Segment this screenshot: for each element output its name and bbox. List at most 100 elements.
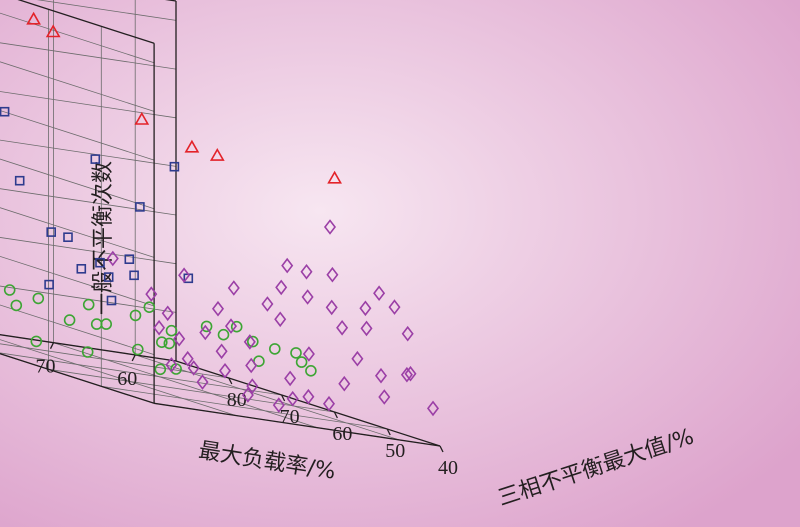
square-marker xyxy=(129,270,139,281)
diamond-marker xyxy=(178,267,191,284)
diamond-marker xyxy=(401,325,414,342)
wall-grid-line xyxy=(0,304,155,355)
y-axis-ticks: 90807060 xyxy=(36,342,137,390)
circle-marker xyxy=(63,314,76,326)
diamond-marker xyxy=(373,285,386,302)
wall-grid-line xyxy=(36,0,177,21)
triangle-marker xyxy=(134,111,150,125)
circle-marker xyxy=(100,318,112,330)
diamond-marker xyxy=(215,343,228,360)
circle-marker xyxy=(132,343,144,356)
wall-grid-line xyxy=(0,237,177,265)
diamond-marker xyxy=(302,388,315,405)
x-tick-label: 70 xyxy=(280,406,300,428)
triangle-marker xyxy=(327,170,342,184)
circle-marker xyxy=(154,363,167,376)
diamond-marker xyxy=(274,311,287,328)
square-marker xyxy=(46,227,57,237)
square-marker xyxy=(44,279,54,290)
z-axis-title: 一般不平衡次数 xyxy=(91,161,116,315)
square-marker xyxy=(63,232,73,242)
wall-grid-line xyxy=(0,91,177,119)
diamond-marker xyxy=(211,300,225,317)
data-points xyxy=(0,11,440,417)
circle-marker xyxy=(10,299,23,312)
circle-marker xyxy=(290,347,302,359)
circle-marker xyxy=(217,328,230,341)
diamond-marker xyxy=(227,280,240,296)
wall-grid-line xyxy=(0,12,155,64)
x-tick-label: 50 xyxy=(385,440,405,462)
diamond-marker xyxy=(145,286,158,302)
floor-grid-line xyxy=(101,385,388,430)
circle-marker xyxy=(268,343,281,355)
diamond-marker xyxy=(302,346,315,362)
diamond-marker xyxy=(286,390,299,407)
floor-grid-line xyxy=(48,368,335,413)
wall-grid-line xyxy=(0,42,177,70)
wall-grid-line xyxy=(0,255,155,307)
diamond-marker xyxy=(246,378,259,394)
square-marker xyxy=(95,257,105,268)
square-marker xyxy=(135,202,145,212)
wall-grid-line xyxy=(0,61,155,112)
diamond-marker xyxy=(326,266,339,283)
circle-marker xyxy=(230,320,243,333)
diamond-marker xyxy=(360,320,373,337)
diamond-marker xyxy=(325,299,338,316)
diamond-marker xyxy=(323,219,337,235)
square-marker xyxy=(14,175,25,186)
circle-marker xyxy=(3,284,16,296)
diamond-marker xyxy=(187,360,200,376)
circle-marker xyxy=(30,335,43,348)
square-marker xyxy=(90,154,101,164)
triangle-marker xyxy=(209,147,225,161)
wall-grid-line xyxy=(0,158,155,210)
diamond-marker xyxy=(272,397,285,413)
circle-marker xyxy=(32,292,45,305)
diamond-marker xyxy=(199,324,212,341)
floor-grid-line xyxy=(53,342,318,429)
square-marker xyxy=(103,272,114,282)
x-tick-mark xyxy=(228,377,233,385)
diamond-marker xyxy=(245,357,258,374)
circle-marker xyxy=(81,346,94,358)
diamond-marker xyxy=(161,305,174,322)
wall-grid-line xyxy=(0,188,177,216)
y-axis-line xyxy=(0,334,177,362)
wall-grid-line xyxy=(0,207,155,258)
diamond-marker xyxy=(281,257,294,274)
circle-marker xyxy=(129,309,142,322)
wall-grid-line xyxy=(0,285,177,313)
floor-edge-line xyxy=(0,353,155,404)
diamond-marker xyxy=(336,319,349,336)
floor-grid-line xyxy=(135,354,400,441)
diamond-marker xyxy=(322,395,336,412)
x-tick-mark xyxy=(439,445,444,453)
diamond-marker xyxy=(400,366,413,383)
diamond-marker xyxy=(261,296,274,312)
diamond-marker xyxy=(196,374,209,390)
diamond-marker xyxy=(165,357,178,373)
diamond-marker xyxy=(173,330,186,347)
y-tick-mark xyxy=(49,342,55,349)
circle-marker xyxy=(247,335,259,348)
square-marker xyxy=(0,106,10,117)
triangle-marker xyxy=(45,24,61,38)
x-tick-label: 40 xyxy=(438,457,458,479)
y-tick-mark xyxy=(131,354,136,362)
triangle-marker xyxy=(184,139,200,153)
circle-marker xyxy=(143,301,156,314)
square-marker xyxy=(76,263,87,274)
diamond-marker xyxy=(241,387,254,403)
circle-marker xyxy=(163,337,176,350)
diamond-marker xyxy=(351,350,364,367)
square-marker xyxy=(124,254,135,264)
x-tick-label: 80 xyxy=(227,389,247,411)
diamond-marker xyxy=(388,299,401,315)
diamond-marker xyxy=(153,319,166,336)
x-tick-mark xyxy=(333,411,338,419)
diamond-marker xyxy=(378,389,391,405)
floor-grid-line xyxy=(0,352,282,396)
